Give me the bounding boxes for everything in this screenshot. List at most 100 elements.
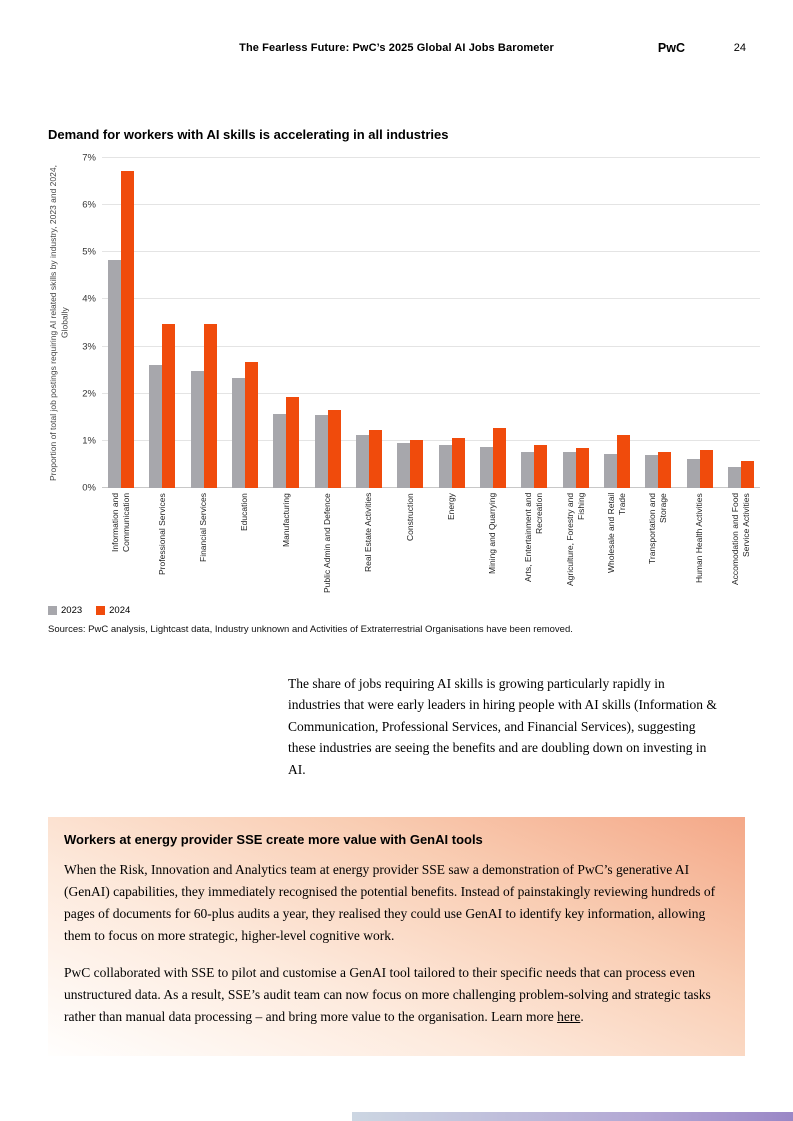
x-axis-label: Manufacturing — [280, 493, 291, 547]
pwc-logo: PwC — [657, 41, 685, 55]
bar-2024 — [368, 430, 382, 488]
bar-group — [397, 158, 424, 488]
y-tick-label: 7% — [82, 152, 96, 164]
body-paragraph: The share of jobs requiring AI skills is… — [288, 675, 717, 777]
bar-2023 — [727, 466, 741, 488]
chart-plot — [102, 157, 760, 488]
bar-2024 — [410, 439, 424, 488]
y-tick-label: 4% — [82, 293, 96, 305]
learn-more-link[interactable]: here — [557, 1009, 581, 1025]
bar-2024 — [575, 447, 589, 488]
x-axis-label: Information and Communication — [109, 493, 131, 553]
bar-group — [108, 158, 134, 488]
x-axis-label: Professional Services — [156, 493, 167, 575]
x-label-cell: Accomodation and Food Service Activities — [728, 493, 754, 593]
bar-2023 — [149, 365, 163, 488]
bar-2023 — [190, 370, 204, 488]
bar-2023 — [645, 455, 659, 488]
x-label-cell: Mining and Quarrying — [480, 493, 506, 593]
x-axis-label: Energy — [446, 493, 457, 520]
x-axis-label: Public Admin and Defence — [322, 493, 333, 593]
y-tick-label: 0% — [82, 482, 96, 494]
bar-2023 — [521, 451, 535, 488]
bar-group — [231, 158, 258, 488]
x-label-cell: Professional Services — [149, 493, 175, 593]
legend-swatch — [48, 606, 57, 615]
bar-2024 — [121, 171, 134, 488]
gridline — [102, 251, 760, 253]
bar-2023 — [397, 442, 411, 488]
callout-paragraph-2-end: . — [580, 1009, 584, 1025]
bar-group — [479, 158, 506, 488]
x-axis-label: Transportation and Storage — [647, 493, 669, 565]
bar-2023 — [273, 414, 287, 488]
bar-2024 — [286, 396, 300, 488]
bar-group — [190, 158, 217, 488]
y-tick-label: 6% — [82, 199, 96, 211]
x-label-cell: Transportation and Storage — [645, 493, 671, 593]
gridline — [102, 345, 760, 347]
report-title: The Fearless Future: PwC’s 2025 Global A… — [239, 42, 554, 54]
bar-2024 — [327, 409, 341, 488]
x-axis-label: Real Estate Activities — [363, 493, 374, 573]
x-label-cell: Education — [232, 493, 258, 593]
chart-title: Demand for workers with AI skills is acc… — [48, 127, 449, 142]
x-axis-label: Construction — [404, 493, 415, 541]
bar-group — [521, 158, 548, 488]
bar-2023 — [355, 434, 369, 488]
bar-group — [438, 158, 465, 488]
bar-2024 — [616, 434, 630, 488]
bar-group — [603, 158, 630, 488]
bar-2023 — [562, 451, 576, 488]
gridline — [102, 204, 760, 206]
chart-left-axis: Proportion of total job postings requiri… — [48, 153, 102, 593]
x-axis-label: Wholesale and Retail Trade — [605, 493, 627, 574]
x-label-cell: Agriculture, Forestry and Fishing — [563, 493, 589, 593]
bar-2023 — [108, 260, 121, 488]
bars-row — [102, 158, 760, 488]
legend-label: 2023 — [61, 605, 83, 616]
x-label-cell: Energy — [439, 493, 465, 593]
x-axis-label: Financial Services — [198, 493, 209, 562]
legend-swatch — [96, 606, 106, 615]
bar-2024 — [658, 451, 672, 488]
x-label-cell: Construction — [397, 493, 423, 593]
bar-2024 — [492, 427, 506, 488]
x-axis-labels: Information and Communication Professiona… — [102, 493, 760, 593]
y-axis-label: Proportion of total job postings requiri… — [48, 165, 70, 481]
bar-2023 — [686, 458, 700, 488]
callout-title: Workers at energy provider SSE create mo… — [64, 832, 483, 847]
bar-2024 — [162, 324, 176, 488]
callout-paragraph-1: When the Risk, Innovation and Analytics … — [64, 862, 716, 943]
y-tick-label: 3% — [82, 341, 96, 353]
x-label-cell: Wholesale and Retail Trade — [604, 493, 630, 593]
bar-2023 — [314, 414, 328, 488]
x-axis-label: Human Health Activities — [694, 493, 705, 583]
x-axis-label: Mining and Quarrying — [487, 493, 498, 575]
gridline — [102, 439, 760, 441]
bar-2024 — [244, 361, 258, 488]
bar-2024 — [699, 449, 713, 488]
bar-2023 — [438, 445, 452, 488]
bar-group — [273, 158, 300, 488]
y-tick-label: 5% — [82, 246, 96, 258]
bar-2023 — [231, 377, 245, 488]
chart-plot-area: Information and Communication Professiona… — [102, 157, 760, 593]
x-axis-label: Agriculture, Forestry and Fishing — [564, 493, 586, 587]
x-axis-label: Arts, Entertainment and Recreation — [523, 493, 545, 583]
source-note: Sources: PwC analysis, Lightcast data, I… — [48, 624, 573, 635]
bar-2023 — [479, 447, 493, 488]
chart-legend: 2023 2024 — [48, 605, 760, 616]
legend-item-2024: 2024 — [96, 605, 130, 616]
x-label-cell: Arts, Entertainment and Recreation — [521, 493, 547, 593]
y-tick-label: 2% — [82, 388, 96, 400]
x-label-cell: Financial Services — [191, 493, 217, 593]
bar-group — [727, 158, 754, 488]
legend-label: 2024 — [109, 605, 131, 616]
bar-chart: Proportion of total job postings requiri… — [48, 153, 760, 593]
gridline — [102, 298, 760, 300]
bar-group — [686, 158, 713, 488]
bar-2024 — [534, 445, 548, 488]
callout-paragraph-2-text: PwC collaborated with SSE to pilot and c… — [64, 965, 711, 1025]
